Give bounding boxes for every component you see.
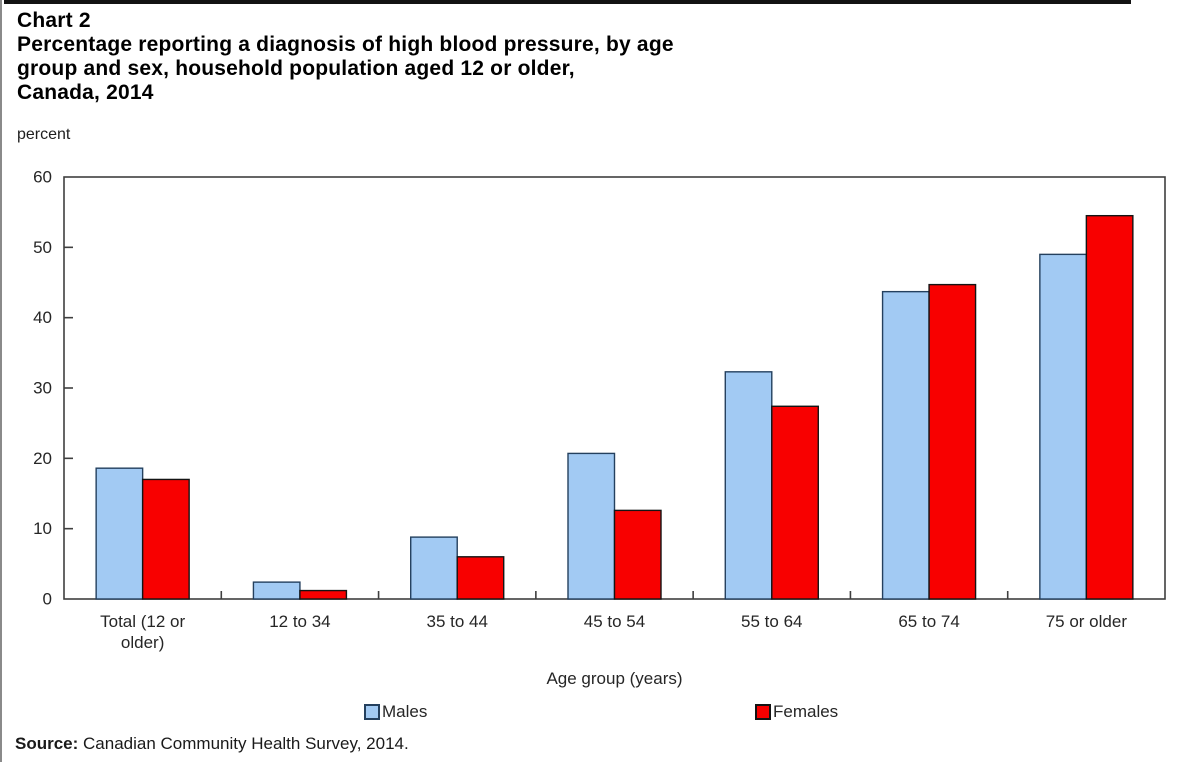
y-tick-label: 0 <box>43 590 52 609</box>
x-category-label: Total (12 or older) <box>100 612 185 652</box>
x-category-label: 12 to 34 <box>269 612 330 631</box>
left-border <box>0 0 2 762</box>
chart-title-line: Canada, 2014 <box>17 81 154 104</box>
bar-males-75-or-older <box>1039 253 1088 600</box>
chart-header: Chart 2 Percentage reporting a diagnosis… <box>17 9 674 105</box>
y-tick-label: 30 <box>33 379 52 398</box>
x-category-label: 45 to 54 <box>584 612 645 631</box>
legend-item-males: Males <box>364 702 428 721</box>
bar-females-35-to-44 <box>456 556 505 600</box>
bar-males-total-12-or-older- <box>95 467 144 600</box>
bar-males-45-to-54 <box>567 452 616 600</box>
bar-females-12-to-34 <box>299 589 348 600</box>
y-tick-label: 10 <box>33 519 52 538</box>
bar-males-55-to-64 <box>724 371 773 600</box>
y-axis-unit-label: percent <box>17 126 71 143</box>
x-category-label: 55 to 64 <box>741 612 802 631</box>
chart-legend: Males Females <box>0 702 1197 723</box>
source-text: Canadian Community Health Survey, 2014. <box>78 734 409 753</box>
bar-females-55-to-64 <box>771 405 819 600</box>
chart-title-line: Percentage reporting a diagnosis of high… <box>17 33 674 56</box>
legend-label-males: Males <box>382 702 428 721</box>
source-note: Source: Canadian Community Health Survey… <box>15 734 409 754</box>
bar-males-12-to-34 <box>252 581 301 600</box>
legend-swatch-females <box>755 704 771 720</box>
bar-females-total-12-or-older- <box>141 478 190 600</box>
x-category-label: 35 to 44 <box>426 612 487 631</box>
x-category-label: 75 or older <box>1046 612 1128 631</box>
chart-number: Chart 2 <box>17 9 91 32</box>
y-tick-label: 40 <box>33 308 52 327</box>
source-label: Source: <box>15 734 79 753</box>
legend-label-females: Females <box>773 702 839 721</box>
legend-item-females: Females <box>755 702 839 721</box>
x-axis-title: Age group (years) <box>546 669 683 688</box>
y-tick-label: 20 <box>33 449 52 468</box>
y-tick-label: 60 <box>33 168 52 187</box>
chart-title-line: group and sex, household population aged… <box>17 57 575 80</box>
top-rule <box>4 0 1131 4</box>
bar-females-45-to-54 <box>613 509 662 600</box>
y-tick-label: 50 <box>33 238 52 257</box>
legend-swatch-males <box>364 704 380 720</box>
bar-females-65-to-74 <box>928 283 977 600</box>
bar-females-75-or-older <box>1085 214 1134 600</box>
bar-males-65-to-74 <box>881 290 930 600</box>
x-category-label: 65 to 74 <box>898 612 959 631</box>
bar-males-35-to-44 <box>410 536 458 600</box>
